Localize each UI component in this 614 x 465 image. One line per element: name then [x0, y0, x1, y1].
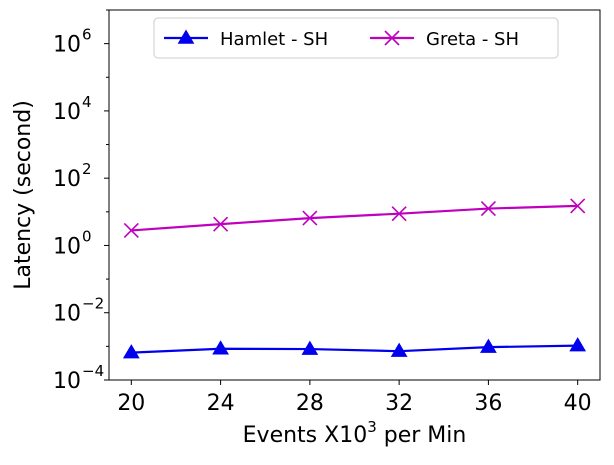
- series-1-point-stroke-b: [480, 200, 496, 217]
- legend-label-0: Hamlet - SH: [220, 29, 328, 50]
- series-1-point: [391, 206, 407, 222]
- y-tick-exponent: −4: [82, 362, 104, 380]
- legend-marker-1: [384, 30, 400, 46]
- series-1-point-stroke-b: [570, 198, 586, 214]
- y-tick-base: 10: [53, 100, 81, 125]
- series-0-point: [301, 340, 319, 355]
- y-tick-label: 10: [53, 369, 81, 394]
- y-tick-base: 10: [53, 33, 81, 58]
- y-tick-label: 10: [53, 33, 81, 58]
- x-axis-label-rest: per Min: [377, 423, 467, 448]
- y-tick-label: 10: [53, 167, 81, 192]
- y-tick-exponent: 2: [82, 160, 92, 178]
- series-1-point: [480, 200, 496, 217]
- y-tick-base: 10: [53, 302, 81, 327]
- legend-marker-0: [177, 29, 195, 44]
- x-tick-label: 40: [564, 391, 592, 416]
- y-tick-exponent: 6: [82, 26, 92, 44]
- x-axis-label-sup: 3: [367, 418, 377, 436]
- x-axis-label-main: Events X10: [243, 423, 368, 448]
- series-1-point-stroke-b: [213, 216, 229, 232]
- series-1-point: [123, 222, 139, 238]
- legend-box: [153, 17, 559, 59]
- x-axis-label: Events X103 per Min: [243, 418, 467, 448]
- series-line-0: [131, 344, 578, 354]
- y-tick-base: 10: [53, 369, 81, 394]
- x-tick-label: 20: [117, 391, 145, 416]
- y-tick-label: 10: [53, 234, 81, 259]
- y-tick-base: 10: [53, 234, 81, 259]
- series-1-point-stroke-b: [123, 222, 139, 238]
- y-tick-exponent: −2: [82, 295, 104, 313]
- legend-label-1: Greta - SH: [426, 29, 519, 50]
- y-tick-exponent: 4: [82, 93, 92, 111]
- y-tick-exponent: 0: [82, 227, 92, 245]
- x-tick-label: 24: [207, 391, 235, 416]
- x-tick-label: 32: [385, 391, 413, 416]
- x-tick-label: 36: [474, 391, 502, 416]
- series-1-point-stroke-b: [302, 210, 318, 226]
- y-tick-base: 10: [53, 167, 81, 192]
- legend: Hamlet - SH Greta - SH: [153, 17, 559, 59]
- series-1-point: [213, 216, 229, 232]
- legend-marker-1-stroke-b: [384, 30, 400, 46]
- series-0-point: [212, 340, 229, 355]
- x-tick-label: 28: [296, 391, 324, 416]
- series-0-point: [480, 338, 497, 353]
- series-0-point: [122, 344, 140, 359]
- series-1-point: [302, 210, 318, 226]
- axes-frame: [108, 9, 601, 381]
- series-1-point: [570, 198, 586, 214]
- y-tick-label: 10: [53, 302, 81, 327]
- y-tick-label: 10: [53, 100, 81, 125]
- series-1-point-stroke-b: [391, 206, 407, 222]
- series-0-point: [569, 337, 587, 352]
- series-0-point: [390, 342, 408, 357]
- plot-layer: [122, 198, 587, 359]
- series-line-1: [131, 204, 578, 232]
- y-axis-label: Latency (second): [11, 100, 36, 290]
